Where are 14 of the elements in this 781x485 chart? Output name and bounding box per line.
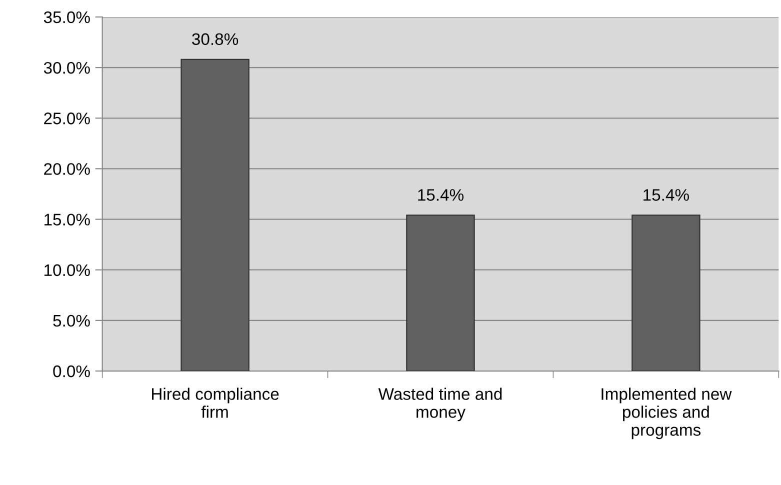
x-tick-label: Wasted time and money (378, 388, 502, 422)
y-tick-label: 30.0% (44, 62, 90, 74)
x-tick-label: Hired compliance firm (152, 388, 279, 418)
data-label: 15.4% (644, 189, 689, 201)
y-tick-label: 25.0% (44, 112, 90, 124)
y-tick-label: 15.0% (44, 214, 90, 226)
y-tick-label: 0.0% (53, 365, 90, 378)
data-label: 15.4% (418, 189, 464, 201)
data-label: 30.8% (192, 33, 238, 46)
y-tick-label: 5.0% (53, 314, 90, 327)
y-tick-label: 20.0% (44, 163, 90, 175)
y-tick-label: 10.0% (44, 264, 90, 276)
x-tick-label: Implemented new policies and programs (602, 388, 732, 440)
y-tick-label: 35.0% (44, 11, 90, 24)
